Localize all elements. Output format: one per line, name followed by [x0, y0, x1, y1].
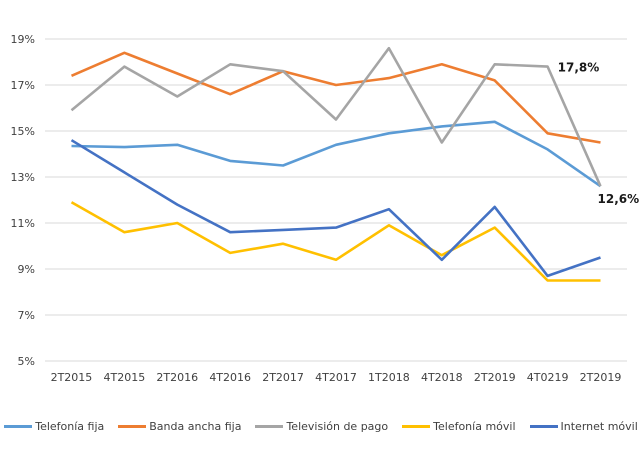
- x-axis-ticks: 2T2015 4T2015 2T2016 4T2016 2T2017 4T2017 1T20…: [51, 371, 622, 384]
- x-tick-label: 4T2016: [209, 371, 251, 384]
- data-label-17-8: 17,8%: [558, 61, 600, 75]
- y-axis-ticks: 5% 7% 9% 11% 13% 15% 17% 19%: [11, 33, 35, 368]
- legend: Telefonía fija Banda ancha fija Televisi…: [0, 420, 642, 433]
- x-tick-label: 2T2019: [474, 371, 516, 384]
- series-line-television-de-pago: [70, 46, 602, 187]
- legend-item-telefonia-fija: Telefonía fija: [4, 420, 104, 433]
- legend-label: Telefonía móvil: [433, 420, 516, 433]
- x-tick-label: 2T2017: [262, 371, 304, 384]
- legend-swatch: [118, 425, 147, 428]
- legend-item-telefonia-movil: Telefonía móvil: [402, 420, 516, 433]
- y-tick-label: 7%: [18, 309, 35, 322]
- x-tick-label: 4T2018: [421, 371, 463, 384]
- legend-label: Banda ancha fija: [149, 420, 242, 433]
- legend-swatch: [402, 425, 431, 428]
- y-tick-label: 15%: [11, 125, 35, 138]
- x-tick-label: 2T2015: [51, 371, 93, 384]
- legend-item-internet-movil: Internet móvil: [529, 420, 638, 433]
- legend-label: Internet móvil: [560, 420, 638, 433]
- series-line-telefonia-fija: [71, 120, 602, 188]
- gridlines: [45, 38, 627, 362]
- data-label-12-6: 12,6%: [598, 192, 640, 206]
- x-tick-label: 2T2019: [580, 371, 622, 384]
- legend-item-banda-ancha-fija: Banda ancha fija: [118, 420, 241, 433]
- legend-swatch: [255, 425, 284, 428]
- x-tick-label: 4T0219: [527, 371, 569, 384]
- data-labels: 17,8% 12,6%: [558, 61, 640, 207]
- x-tick-label: 2T2016: [156, 371, 198, 384]
- y-tick-label: 9%: [18, 263, 35, 276]
- series-line-internet-movil: [70, 139, 601, 278]
- series-line-telefonia-movil: [70, 201, 601, 282]
- y-tick-label: 11%: [11, 217, 35, 230]
- y-tick-label: 19%: [11, 33, 35, 46]
- legend-swatch: [529, 425, 558, 428]
- x-tick-label: 1T2018: [368, 371, 410, 384]
- y-tick-label: 13%: [11, 171, 35, 184]
- legend-label: Televisión de pago: [286, 420, 389, 433]
- x-tick-label: 4T2015: [104, 371, 146, 384]
- legend-label: Telefonía fija: [35, 420, 105, 433]
- y-tick-label: 17%: [11, 79, 35, 92]
- y-tick-label: 5%: [18, 355, 35, 368]
- x-tick-label: 4T2017: [315, 371, 357, 384]
- series-lines: [70, 46, 602, 282]
- legend-swatch: [4, 425, 33, 428]
- legend-item-television-de-pago: Televisión de pago: [255, 420, 388, 433]
- series-line-banda-ancha-fija: [70, 51, 601, 144]
